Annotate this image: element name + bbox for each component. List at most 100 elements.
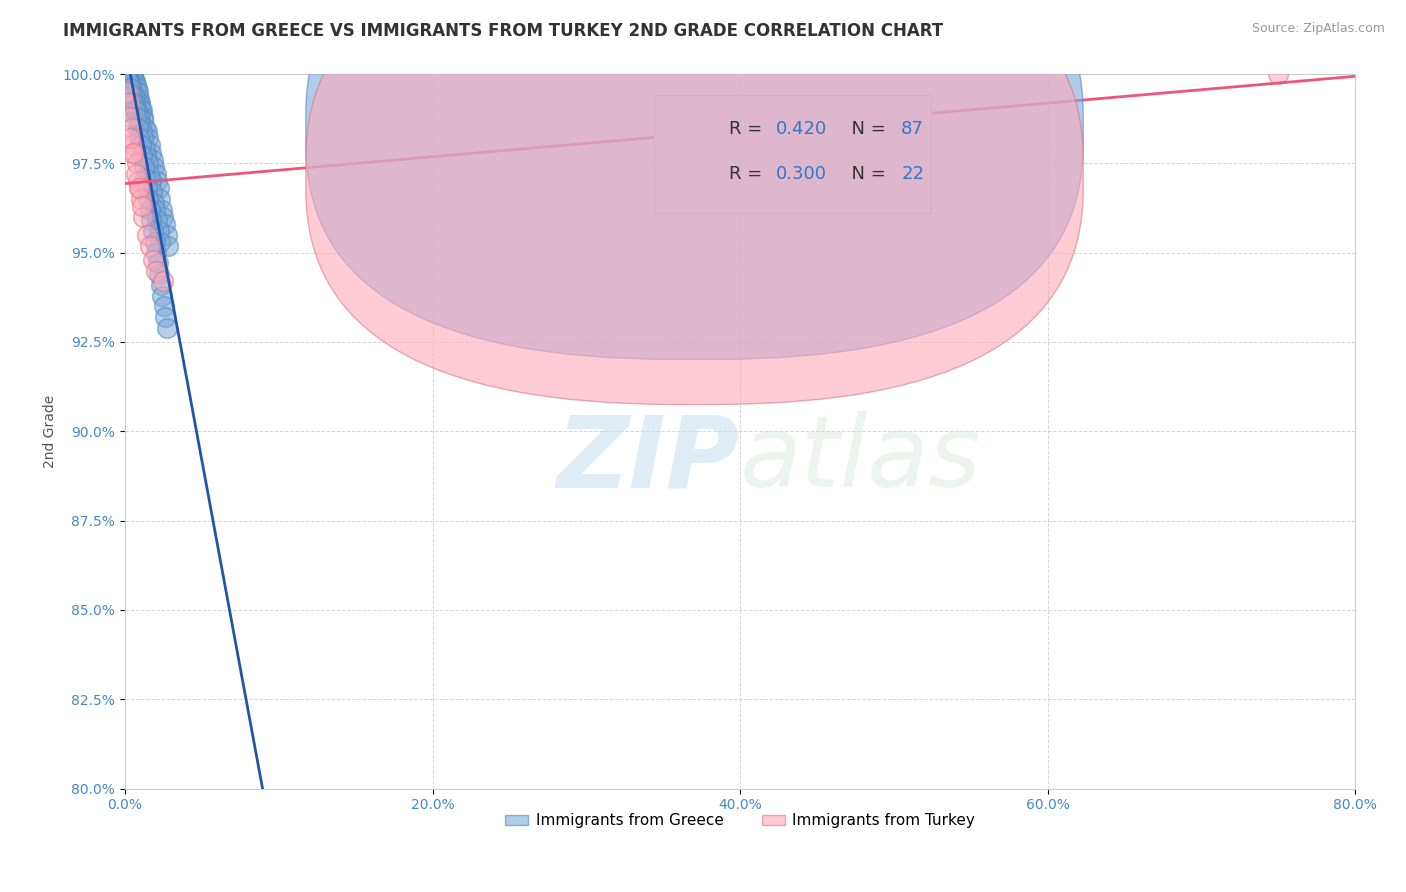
Text: 0.300: 0.300 [776,165,827,183]
Point [148,181,170,195]
Point [121,88,143,103]
Point [128,95,150,110]
Point [141,213,163,227]
FancyBboxPatch shape [307,0,1083,404]
Text: 0.420: 0.420 [776,120,827,138]
Text: 22: 22 [901,165,924,183]
Point [118,95,141,110]
Point [131,124,153,138]
Point [124,103,146,117]
Point [135,181,157,195]
Point [138,238,160,252]
Point [122,88,145,103]
Point [131,149,153,163]
Point [120,67,142,81]
Point [128,181,150,195]
Point [118,74,141,88]
FancyBboxPatch shape [654,95,931,213]
Point [145,167,167,181]
Point [148,224,170,238]
Point [122,74,145,88]
Y-axis label: 2nd Grade: 2nd Grade [44,394,58,468]
Text: atlas: atlas [740,411,981,508]
Point [150,288,173,302]
Point [143,160,166,174]
Text: 87: 87 [901,120,924,138]
Point [120,67,142,81]
Point [145,263,167,277]
Text: IMMIGRANTS FROM GREECE VS IMMIGRANTS FROM TURKEY 2ND GRADE CORRELATION CHART: IMMIGRANTS FROM GREECE VS IMMIGRANTS FRO… [63,22,943,40]
Point [117,70,139,85]
Point [122,95,145,110]
Point [135,149,157,163]
Point [132,113,155,128]
Point [134,170,156,185]
Point [145,245,167,260]
Text: R =: R = [728,120,768,138]
Point [135,124,157,138]
Point [155,227,177,242]
Point [152,274,174,288]
Point [156,320,179,334]
Point [122,67,145,81]
Point [149,277,172,292]
Point [121,145,143,160]
Point [121,85,143,99]
Point [132,131,155,145]
Point [141,145,163,160]
Point [125,156,148,170]
Point [141,185,163,199]
Point [128,110,150,124]
Point [139,202,162,217]
Point [122,138,145,153]
Point [120,78,142,92]
Point [127,85,149,99]
Point [124,145,146,160]
Point [150,202,173,217]
Point [129,99,152,113]
Point [115,67,138,81]
Point [124,95,146,110]
Point [134,142,156,156]
Text: R =: R = [728,165,768,183]
Point [157,238,180,252]
Point [136,131,159,145]
Point [132,160,155,174]
Point [149,192,172,206]
Point [135,227,157,242]
Text: N =: N = [839,165,891,183]
Point [125,167,148,181]
Point [146,213,169,227]
Text: N =: N = [839,120,891,138]
Point [142,252,165,267]
Point [127,85,149,99]
Point [148,267,170,281]
Point [127,120,149,135]
Point [117,67,139,81]
Point [121,67,143,81]
Point [142,224,165,238]
Point [129,117,152,131]
Point [136,156,159,170]
Point [117,74,139,88]
Point [143,235,166,249]
Point [142,195,165,210]
Point [132,210,155,224]
Point [149,235,172,249]
Point [117,70,139,85]
Point [128,181,150,195]
Point [152,299,174,313]
Point [118,81,141,95]
Point [120,110,142,124]
Point [125,78,148,92]
Legend: Immigrants from Greece, Immigrants from Turkey: Immigrants from Greece, Immigrants from … [499,807,981,835]
Point [125,81,148,95]
Text: ZIP: ZIP [557,411,740,508]
Point [118,131,141,145]
Point [127,174,149,188]
Point [146,256,169,270]
Point [128,131,150,145]
Point [153,217,176,231]
Point [121,120,143,135]
Point [138,138,160,153]
